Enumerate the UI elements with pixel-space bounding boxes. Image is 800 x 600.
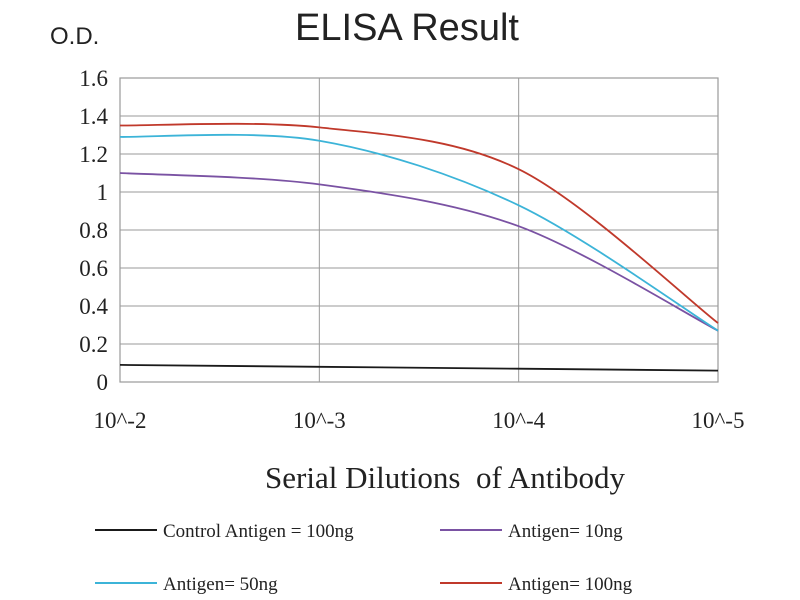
legend-label-2: Antigen= 50ng xyxy=(163,574,278,595)
series-line-3 xyxy=(119,122,719,324)
y-axis-tick-labels: 0 0.2 0.4 0.6 0.8 1 1.2 1.4 1.6 xyxy=(79,66,108,395)
y-tick-label: 0.2 xyxy=(79,332,108,357)
x-tick-label: 10^-4 xyxy=(492,408,545,433)
legend: Control Antigen = 100ng Antigen= 10ng Anti… xyxy=(95,521,633,595)
y-tick-label: 0.4 xyxy=(79,294,108,319)
x-tick-label: 10^-5 xyxy=(692,408,745,433)
y-tick-label: 1.2 xyxy=(79,142,108,167)
x-tick-label: 10^-2 xyxy=(94,408,147,433)
series-line-0 xyxy=(119,364,719,372)
legend-label-0: Control Antigen = 100ng xyxy=(163,521,354,542)
legend-label-1: Antigen= 10ng xyxy=(508,521,623,542)
series-lines xyxy=(119,122,719,372)
x-axis-label: Serial Dilutions of Antibody xyxy=(265,460,625,495)
x-tick-label: 10^-3 xyxy=(293,408,346,433)
legend-label-3: Antigen= 100ng xyxy=(508,574,633,595)
y-tick-label: 1.6 xyxy=(79,66,108,91)
y-tick-label: 1.4 xyxy=(79,104,108,129)
y-tick-label: 0 xyxy=(97,370,109,395)
chart-title: ELISA Result xyxy=(295,7,519,49)
y-tick-label: 0.8 xyxy=(79,218,108,243)
grid-lines xyxy=(119,77,719,383)
y-axis-label: O.D. xyxy=(50,23,99,50)
y-tick-label: 1 xyxy=(97,180,109,205)
y-tick-label: 0.6 xyxy=(79,256,108,281)
series-line-2 xyxy=(119,133,719,332)
x-axis-tick-labels: 10^-2 10^-3 10^-4 10^-5 xyxy=(94,408,745,433)
series-line-1 xyxy=(119,172,719,332)
